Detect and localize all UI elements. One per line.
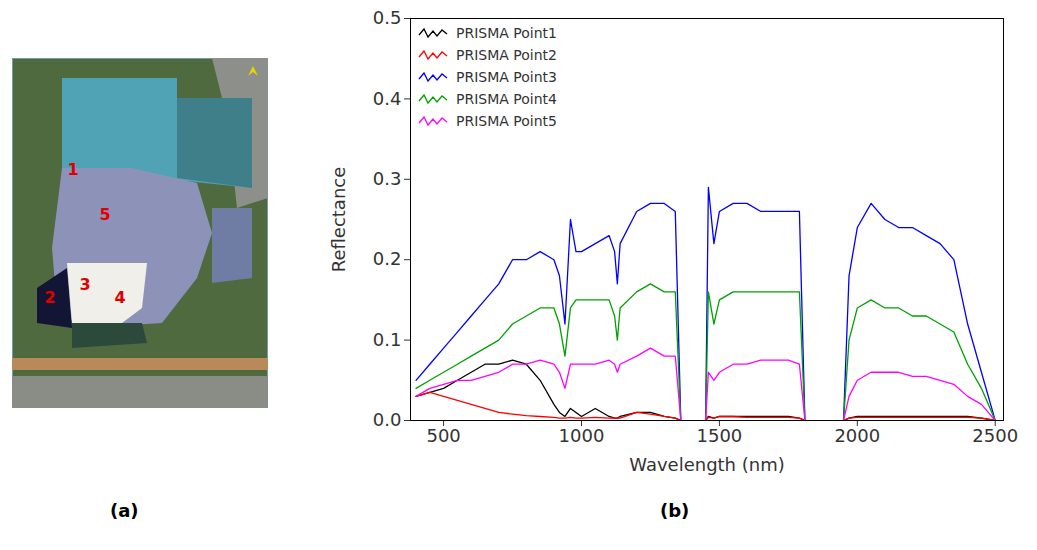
- html-text:(a): (a): [110, 500, 139, 521]
- html-text:PRISMA Point3: PRISMA Point3: [456, 69, 557, 85]
- svg-text:0.3: 0.3: [373, 168, 402, 189]
- svg-text:Wavelength (nm): Wavelength (nm): [629, 454, 785, 475]
- svg-text:0.2: 0.2: [373, 248, 402, 269]
- svg-text:0.1: 0.1: [373, 329, 402, 350]
- html-text:PRISMA Point5: PRISMA Point5: [456, 113, 557, 129]
- html-text:PRISMA Point1: PRISMA Point1: [456, 25, 557, 41]
- svg-text:2000: 2000: [834, 425, 880, 446]
- svg-text:0.0: 0.0: [373, 409, 402, 430]
- html-text:(b): (b): [660, 500, 690, 521]
- svg-text:500: 500: [426, 425, 460, 446]
- html-text:PRISMA Point4: PRISMA Point4: [456, 91, 557, 107]
- svg-text:0.5: 0.5: [373, 8, 402, 28]
- svg-text:Reflectance: Reflectance: [328, 167, 349, 273]
- svg-text:4: 4: [114, 288, 125, 307]
- svg-text:1500: 1500: [697, 425, 743, 446]
- svg-text:2500: 2500: [972, 425, 1018, 446]
- html-text:PRISMA Point2: PRISMA Point2: [456, 47, 557, 63]
- svg-text:0.4: 0.4: [373, 88, 402, 109]
- svg-text:1: 1: [67, 160, 78, 179]
- svg-text:3: 3: [79, 275, 90, 294]
- svg-text:5: 5: [99, 205, 110, 224]
- svg-text:1000: 1000: [559, 425, 605, 446]
- svg-text:2: 2: [44, 288, 55, 307]
